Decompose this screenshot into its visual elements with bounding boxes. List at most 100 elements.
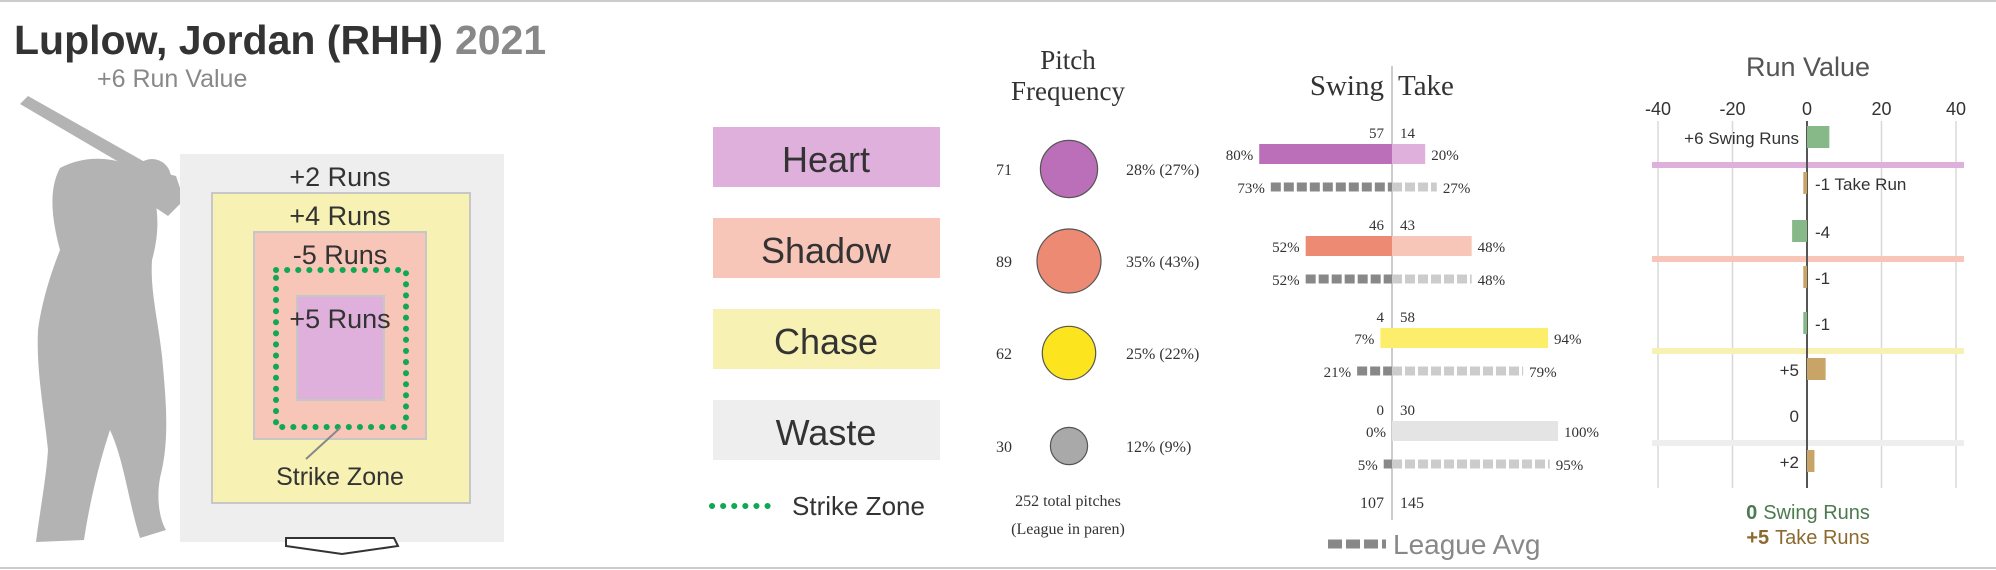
shadow-runs-label: -5 Runs [293,240,388,270]
swing-pct-heart: 80% [1226,148,1254,164]
home-plate-icon [285,537,400,556]
frequency-count-chase: 62 [996,346,1012,363]
swing-run-label-shadow: -4 [1815,223,1830,242]
swing-count-shadow: 46 [1369,218,1385,234]
legend-heart-label: Heart [782,139,870,180]
take-bar-heart [1392,144,1426,164]
take-pct-chase: 94% [1554,332,1582,348]
legend-heart-swatch [713,127,940,187]
frequency-percent-heart: 28% (27%) [1126,162,1199,179]
swing-pct-waste: 0% [1366,425,1386,441]
take-bar-waste [1392,421,1558,441]
player-name: Luplow, Jordan (RHH) 2021 [14,17,546,63]
legend-strike-zone-label: Strike Zone [792,491,925,521]
league-swing-pct-chase: 21% [1324,365,1352,381]
run-value-marks: -40 -20 0 20 40 +6 Swing Runs -1 Take Run -4 -1 -… [1645,99,1966,488]
swing-title: Swing [1310,70,1384,102]
swing-take-marks: 57 14 80% 20% 73% 27% 46 43 52% 48% 52% 48% 4 58 7% 94%… [1226,126,1599,474]
take-run-bar-heart [1803,172,1807,194]
swing-runs-total-text: Swing Runs [1763,502,1870,524]
zone-legend: Heart Shadow Chase Waste Strike Zone [709,127,940,521]
strike-zone-outline [273,267,409,430]
run-value-chart: Run Value -40 -20 0 20 40+6 Swing Runs-1 Tak… [1645,52,1966,549]
run-value-tick-1: -20 [1719,99,1745,119]
take-pct-waste: 100% [1564,425,1599,441]
swing-bar-shadow [1305,236,1392,256]
frequency-bubble-chase [1041,325,1097,381]
swing-run-label-waste: 0 [1790,407,1799,426]
legend-shadow-swatch [713,218,940,278]
run-value-tick-0: -40 [1645,99,1671,119]
take-runs-total-text: Take Runs [1775,527,1870,549]
swing-pct-shadow: 52% [1272,240,1300,256]
swing-run-bar-heart [1807,126,1830,148]
take-title: Take [1398,70,1454,102]
frequency-bubble-waste [1049,426,1089,466]
take-run-label-waste: +2 [1780,453,1799,472]
take-runs-total: +5 Take Runs [1746,527,1869,549]
league-avg-legend-label: League Avg [1393,529,1540,560]
pitch-frequency-title-line-2: Frequency [1011,76,1125,106]
league-swing-pct-waste: 5% [1358,458,1378,474]
swing-count-waste: 0 [1377,403,1385,419]
waste-runs-label: +2 Runs [289,162,390,192]
legend-waste-label: Waste [776,412,877,453]
league-take-pct-shadow: 48% [1478,273,1506,289]
run-value-title: Run Value [1746,52,1870,82]
frequency-bubble-shadow [1036,228,1102,294]
chase-runs-label: +4 Runs [289,201,390,231]
swing-pct-chase: 7% [1354,332,1374,348]
swing-bar-chase [1380,328,1392,348]
take-count-shadow: 43 [1400,218,1415,234]
take-run-label-shadow: -1 [1815,269,1830,288]
league-swing-pct-heart: 73% [1237,181,1265,197]
swing-take-chart: Swing Take 57 14 80% 20% 73% 27% 46 43 52% 48% 52%… [1226,66,1599,560]
swing-count-chase: 4 [1377,310,1385,326]
frequency-count-shadow: 89 [996,254,1012,271]
swing-run-label-chase: -1 [1815,315,1830,334]
frequency-count-heart: 71 [996,162,1012,179]
take-runs-total-value: +5 [1746,527,1769,549]
batter-silhouette-icon [20,96,184,542]
swing-run-label-heart: +6 Swing Runs [1684,129,1799,148]
total-take-count: 145 [1400,495,1424,512]
total-run-value: +6 Run Value [97,65,247,93]
league-note-label: (League in paren) [1011,521,1125,538]
legend-chase-label: Chase [774,321,878,362]
take-run-label-heart: -1 Take Run [1815,175,1906,194]
legend-waste-swatch [713,400,940,460]
swing-count-heart: 57 [1369,126,1385,142]
pitch-frequency-chart: Pitch Frequency 71 28% (27%) 89 35% (43%) 62… [996,45,1199,538]
league-take-pct-chase: 79% [1529,365,1557,381]
frequency-percent-shadow: 35% (43%) [1126,254,1199,271]
total-pitches-label: 252 total pitches [1015,493,1121,510]
total-swing-count: 107 [1360,495,1384,512]
heart-runs-label: +5 Runs [289,304,390,334]
season-year: 2021 [455,17,546,63]
take-count-chase: 58 [1400,310,1415,326]
take-run-bar-waste [1807,450,1815,472]
strike-zone-pointer [305,427,341,460]
league-swing-pct-shadow: 52% [1272,273,1300,289]
league-take-pct-waste: 95% [1556,458,1584,474]
pitch-frequency-title-line-1: Pitch [1040,45,1096,75]
league-take-pct-heart: 27% [1443,181,1471,197]
frequency-marks: 71 28% (27%) 89 35% (43%) 62 25% (22%) 30 12% (… [996,139,1199,466]
swing-bar-heart [1259,144,1392,164]
frequency-percent-waste: 12% (9%) [1126,439,1191,456]
take-run-bar-chase [1807,358,1826,380]
swing-runs-total: 0 Swing Runs [1746,502,1870,524]
frequency-bubble-heart [1039,139,1099,199]
take-pct-shadow: 48% [1478,240,1506,256]
run-value-tick-4: 40 [1946,99,1966,119]
player-name-text: Luplow, Jordan (RHH) [14,17,443,63]
legend-chase-swatch [713,309,940,369]
frequency-percent-chase: 25% (22%) [1126,346,1199,363]
frequency-count-waste: 30 [996,439,1012,456]
take-count-waste: 30 [1400,403,1415,419]
take-run-label-chase: +5 [1780,361,1799,380]
take-run-bar-shadow [1803,266,1807,288]
take-pct-heart: 20% [1431,148,1459,164]
legend-shadow-label: Shadow [761,230,892,271]
